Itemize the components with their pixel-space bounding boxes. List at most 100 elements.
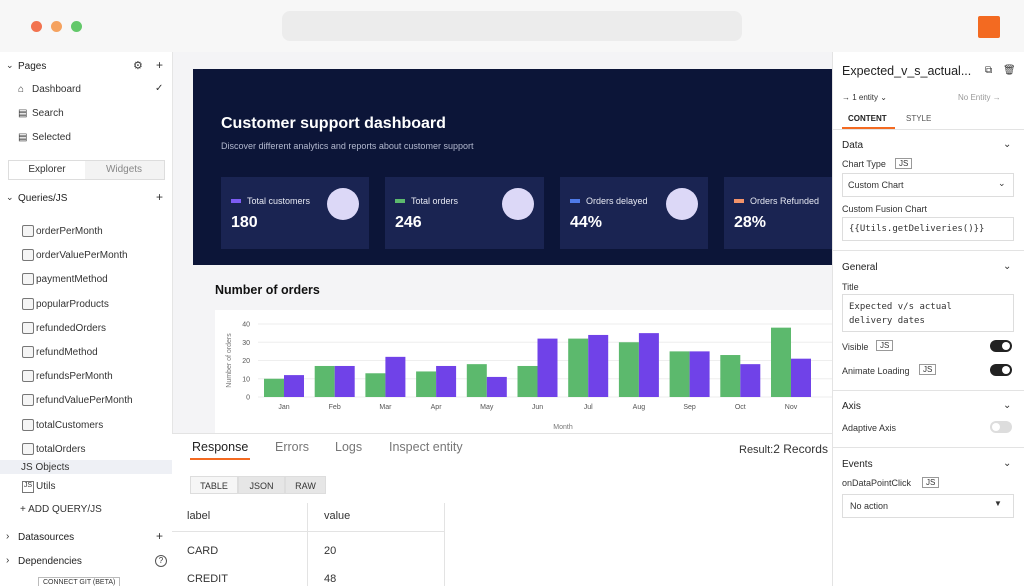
copy-icon[interactable]: ⧉ <box>985 65 993 76</box>
check-icon: ✓ <box>155 83 164 94</box>
tab[interactable]: Widgets <box>105 164 143 175</box>
add-icon[interactable]: + <box>156 529 164 543</box>
dropdown[interactable] <box>842 173 1014 197</box>
bar <box>689 351 710 397</box>
response-tab[interactable]: Logs <box>335 440 363 454</box>
query-item[interactable]: totalOrders <box>36 443 86 455</box>
toggle[interactable] <box>990 364 1012 376</box>
code-value[interactable]: {{Utils.getDeliveries()}} <box>849 224 985 234</box>
query-icon <box>22 442 34 455</box>
add-query-label[interactable]: ADD QUERY/JS <box>28 504 102 515</box>
query-icon <box>22 394 34 407</box>
toggle[interactable] <box>990 421 1012 433</box>
section-title[interactable]: Dependencies <box>18 556 82 567</box>
bar <box>416 371 437 397</box>
js-badge[interactable]: JS <box>895 158 913 169</box>
response-tab[interactable]: Response <box>192 440 249 454</box>
query-item[interactable]: totalCustomers <box>36 419 104 431</box>
stat-label: Orders delayed <box>586 196 648 206</box>
response-tab[interactable]: Errors <box>275 440 310 454</box>
query-item[interactable]: popularProducts <box>36 298 109 310</box>
page-icon[interactable]: ⌂ <box>18 84 25 95</box>
response-tab[interactable]: Inspect entity <box>389 440 463 454</box>
query-icon <box>22 370 34 383</box>
chevron[interactable]: › <box>6 555 10 566</box>
x-tick-label: Apr <box>431 404 443 411</box>
help-icon[interactable]: ? <box>155 555 167 567</box>
add-icon[interactable]: + <box>156 190 164 204</box>
section-title[interactable]: Events <box>842 459 873 470</box>
query-item[interactable]: refundsPerMonth <box>36 371 113 383</box>
query-item[interactable]: paymentMethod <box>36 274 108 286</box>
query-item[interactable]: refundValuePerMonth <box>36 395 133 407</box>
dropdown-value[interactable]: No action <box>850 501 889 511</box>
bar <box>264 378 284 397</box>
bar <box>385 356 406 397</box>
js-badge[interactable]: JS <box>919 364 937 375</box>
dropdown-value[interactable]: Custom Chart <box>848 180 904 190</box>
query-item[interactable]: refundMethod <box>36 347 98 358</box>
bar <box>588 334 609 397</box>
dropdown[interactable] <box>842 494 1014 518</box>
view-tab[interactable]: RAW <box>285 476 326 494</box>
stat-dot <box>570 199 580 203</box>
query-item[interactable]: orderPerMonth <box>36 226 103 237</box>
chevron[interactable]: ⌄ <box>1003 261 1012 272</box>
divider <box>832 447 1024 448</box>
entity-count[interactable]: 1 entity <box>852 93 879 102</box>
stat-label: Orders Refunded <box>750 196 820 206</box>
tab[interactable]: STYLE <box>906 114 932 123</box>
field-label: Visible <box>842 342 869 352</box>
query-icon <box>22 346 34 358</box>
toggle[interactable] <box>990 340 1012 352</box>
address-bar[interactable] <box>282 11 742 41</box>
section-title[interactable]: Axis <box>842 401 861 412</box>
section-title[interactable]: General <box>842 262 878 273</box>
no-entity-label[interactable]: No Entity <box>958 93 991 102</box>
page-item[interactable]: Selected <box>32 132 71 143</box>
page-icon[interactable]: ▤ <box>18 132 28 143</box>
page-item[interactable]: Dashboard <box>32 84 81 95</box>
chevron[interactable]: ⌄ <box>1003 400 1012 411</box>
page-icon[interactable]: ▤ <box>18 108 28 119</box>
connect-git[interactable]: CONNECT GIT (BETA) <box>38 577 121 586</box>
query-item[interactable]: orderValuePerMonth <box>36 250 128 262</box>
no-entity[interactable]: No Entity → <box>958 93 1001 102</box>
add-icon[interactable]: + <box>156 58 164 72</box>
page-item[interactable]: Search <box>32 108 64 119</box>
code-input[interactable] <box>842 217 1014 241</box>
query-item[interactable]: refundedOrders <box>36 322 107 334</box>
settings-icon[interactable]: ⚙ <box>133 60 143 72</box>
js-badge[interactable]: JS <box>876 340 894 351</box>
y-tick-label: 10 <box>242 376 250 383</box>
chevron[interactable]: ⌄ <box>998 178 1006 188</box>
window-button[interactable] <box>51 21 62 32</box>
window-button[interactable] <box>31 21 42 32</box>
chevron[interactable]: ⌄ <box>6 192 14 202</box>
chevron[interactable]: ⌄ <box>6 60 14 70</box>
code-input[interactable] <box>842 294 1014 332</box>
view-tab[interactable]: JSON <box>238 476 285 494</box>
view-tab[interactable]: TABLE <box>190 476 238 494</box>
js-object[interactable]: Utils <box>36 481 56 492</box>
bar <box>618 342 639 397</box>
app-logo[interactable] <box>978 16 1000 38</box>
bar <box>771 327 791 397</box>
chevron[interactable]: › <box>6 531 10 542</box>
tab[interactable]: CONTENT <box>848 114 887 123</box>
field-label: Chart Type <box>842 159 886 169</box>
widget-name[interactable]: Expected_v_s_actual... <box>842 64 972 78</box>
chevron[interactable]: ⌄ <box>1003 139 1012 150</box>
delete-icon[interactable]: 🗑 <box>1003 65 1016 76</box>
entity-link[interactable]: → 1 entity ⌄ <box>842 93 887 102</box>
add-query[interactable]: + ADD QUERY/JS <box>20 504 102 515</box>
code-value[interactable]: Expected v/s actual delivery dates <box>849 302 952 326</box>
section-title[interactable]: Data <box>842 140 864 151</box>
chevron[interactable]: ▼ <box>994 499 1002 508</box>
js-badge[interactable]: JS <box>922 477 940 488</box>
tab[interactable]: Explorer <box>9 161 85 179</box>
chevron[interactable]: ⌄ <box>1003 458 1012 469</box>
section-title[interactable]: Datasources <box>18 532 75 543</box>
window-button[interactable] <box>71 21 82 32</box>
x-tick-label: May <box>480 404 494 411</box>
